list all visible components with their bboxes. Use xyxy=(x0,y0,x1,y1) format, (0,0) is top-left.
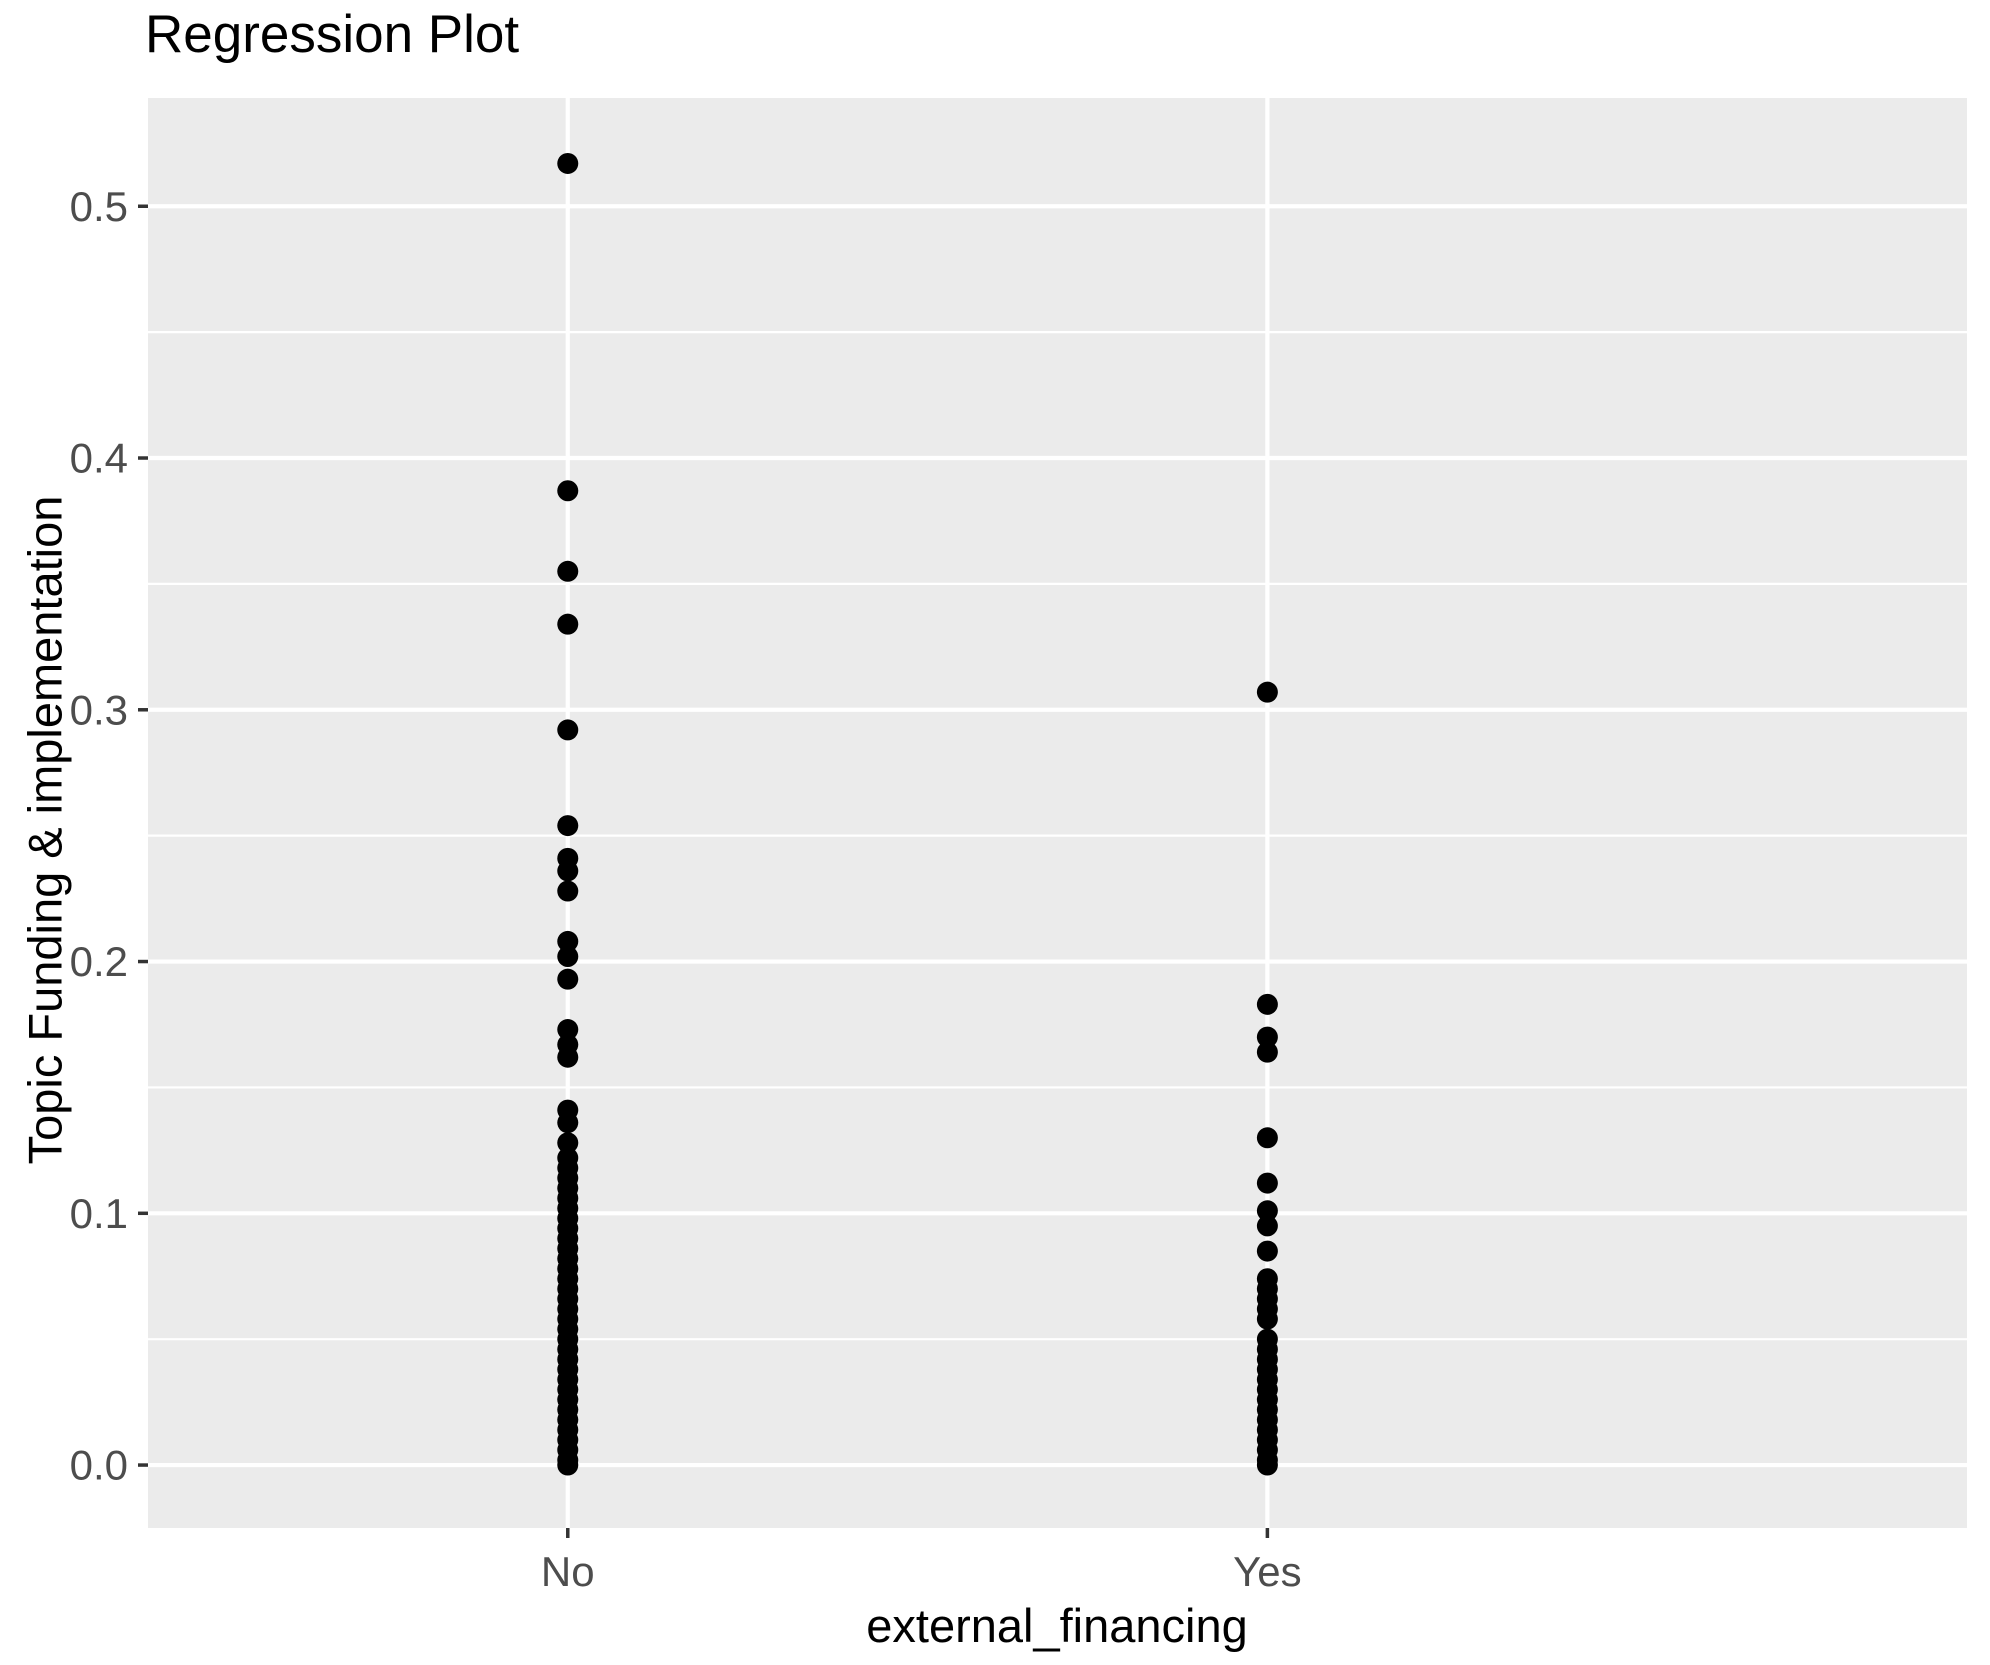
y-tick-label: 0.3 xyxy=(70,686,128,733)
y-tick-label: 0.0 xyxy=(70,1442,128,1489)
data-point xyxy=(1256,681,1278,703)
data-point xyxy=(1256,1454,1278,1476)
data-point xyxy=(557,560,579,582)
data-point xyxy=(557,860,579,882)
x-tick-label: No xyxy=(541,1548,595,1595)
data-point xyxy=(1256,1240,1278,1262)
data-point xyxy=(557,880,579,902)
data-point xyxy=(1256,1026,1278,1048)
chart-title: Regression Plot xyxy=(145,5,520,64)
y-tick-label: 0.2 xyxy=(70,938,128,985)
data-point xyxy=(557,613,579,635)
data-point xyxy=(557,1046,579,1068)
data-point xyxy=(557,719,579,741)
data-point xyxy=(1256,1308,1278,1330)
y-tick-label: 0.4 xyxy=(70,435,128,482)
data-point xyxy=(1256,1215,1278,1237)
data-point xyxy=(557,1112,579,1134)
data-point xyxy=(557,815,579,837)
data-point xyxy=(1256,1172,1278,1194)
data-point xyxy=(557,968,579,990)
data-point xyxy=(1256,1127,1278,1149)
data-point xyxy=(557,1019,579,1041)
data-point xyxy=(1256,993,1278,1015)
data-point xyxy=(557,946,579,968)
y-tick-label: 0.5 xyxy=(70,183,128,230)
panel-background xyxy=(148,98,1967,1528)
x-axis-title: external_financing xyxy=(866,1599,1248,1652)
data-point xyxy=(557,930,579,952)
x-tick-label: Yes xyxy=(1233,1548,1302,1595)
data-point xyxy=(557,152,579,174)
data-point xyxy=(1256,1200,1278,1222)
data-point xyxy=(557,1454,579,1476)
data-point xyxy=(557,480,579,502)
data-point xyxy=(557,1132,579,1154)
data-point xyxy=(1256,1041,1278,1063)
y-tick-label: 0.1 xyxy=(70,1190,128,1237)
